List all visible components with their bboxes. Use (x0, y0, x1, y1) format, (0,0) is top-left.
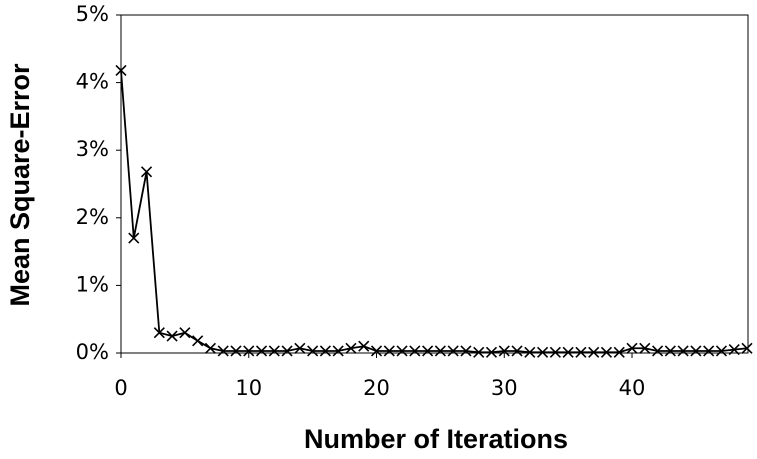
marker (613, 346, 625, 358)
marker (358, 340, 370, 352)
y-tick-label: 5% (76, 2, 109, 26)
marker (524, 346, 536, 358)
marker (575, 346, 587, 358)
marker (319, 345, 331, 357)
marker (600, 346, 613, 358)
marker (294, 342, 306, 354)
x-tick-label: 20 (363, 376, 390, 400)
x-tick-label: 10 (235, 376, 262, 400)
y-tick-label: 4% (76, 70, 109, 94)
marker (639, 342, 651, 354)
marker (370, 345, 383, 357)
y-tick-label: 1% (76, 272, 109, 296)
marker (652, 345, 664, 357)
marker (460, 345, 472, 357)
x-tick-label: 40 (619, 376, 646, 400)
marker (409, 345, 421, 357)
marker (179, 327, 191, 339)
marker (268, 345, 280, 357)
marker (345, 342, 357, 354)
marker (549, 346, 561, 358)
marker (281, 345, 293, 357)
marker (434, 345, 446, 357)
marker (715, 345, 728, 357)
x-tick-label: 30 (491, 376, 518, 400)
marker (588, 346, 600, 358)
y-tick-label: 2% (76, 205, 109, 229)
marker (422, 345, 434, 357)
marker (396, 345, 408, 357)
x-tick-label: 0 (114, 376, 127, 400)
marker (115, 64, 127, 76)
marker (153, 327, 165, 339)
marker (383, 345, 395, 357)
marker (447, 345, 459, 357)
marker (192, 335, 204, 347)
marker (230, 345, 242, 357)
marker (728, 344, 740, 356)
marker (664, 345, 676, 357)
plot-frame (120, 14, 749, 354)
y-axis-title: Mean Square-Error (5, 63, 35, 307)
marker (537, 346, 549, 358)
marker (511, 345, 523, 357)
marker (690, 345, 702, 357)
marker (741, 342, 753, 354)
marker (498, 345, 510, 357)
y-tick-label: 3% (76, 137, 109, 161)
marker (217, 345, 229, 357)
marker (626, 342, 638, 354)
y-tick-label: 0% (76, 340, 109, 364)
marker (243, 345, 255, 357)
marker (677, 345, 689, 357)
x-axis-title: Number of Iterations (304, 424, 568, 454)
line (120, 70, 748, 354)
marker (166, 330, 178, 342)
marker (140, 166, 153, 178)
marker (307, 345, 319, 357)
marker (562, 346, 574, 358)
marker (255, 345, 268, 357)
marker (473, 346, 485, 358)
marker (703, 345, 715, 357)
marker (485, 346, 498, 358)
marker (204, 342, 216, 354)
marker (128, 232, 140, 244)
marker (332, 345, 344, 357)
